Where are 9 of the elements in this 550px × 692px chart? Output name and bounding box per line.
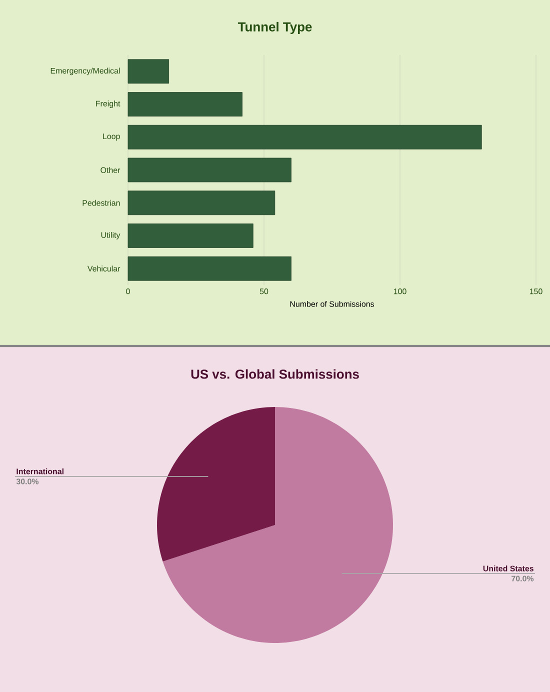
bar: [128, 92, 242, 116]
bar: [128, 256, 292, 281]
chart-title: US vs. Global Submissions: [191, 369, 359, 379]
bar: [128, 190, 276, 216]
chart-title: Tunnel Type: [238, 22, 312, 34]
bar: [128, 158, 292, 182]
bar: [128, 224, 254, 248]
bar: [128, 124, 482, 150]
bar: [128, 59, 169, 84]
